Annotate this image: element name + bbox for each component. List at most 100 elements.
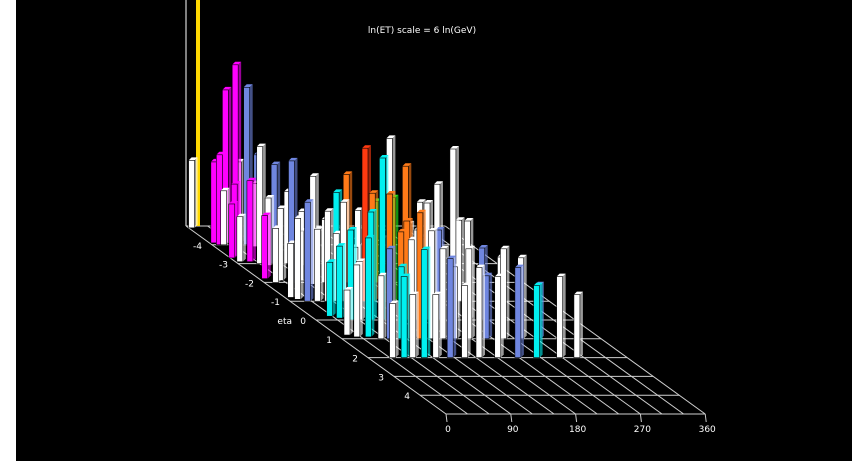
eta-tick-label: 4	[404, 392, 410, 402]
tower-front	[327, 262, 333, 316]
phi-tick-label: 180	[569, 425, 586, 435]
tower	[574, 292, 583, 358]
tower	[229, 201, 238, 258]
tower-side	[360, 262, 363, 337]
tower-side	[301, 215, 304, 299]
tower	[534, 283, 543, 358]
eta-tick-label: 2	[352, 355, 358, 365]
tower-side	[427, 247, 430, 358]
tower-side	[310, 199, 313, 301]
tower-front	[229, 204, 235, 258]
tower-side	[540, 283, 543, 358]
tower	[273, 225, 282, 282]
phi-tick-label: 90	[507, 425, 519, 435]
tower	[344, 287, 353, 335]
tower-front	[221, 191, 227, 245]
eta-tick-label: -4	[193, 242, 202, 252]
tower-front	[336, 246, 342, 318]
tower-front	[534, 286, 540, 358]
tower-side	[396, 301, 399, 358]
tower-front	[447, 259, 453, 358]
eta-tick-label: -3	[219, 261, 228, 271]
tower-front	[495, 277, 501, 358]
tower-side	[501, 274, 504, 358]
towers	[189, 62, 583, 358]
tower-side	[320, 226, 323, 301]
tower-front	[515, 268, 521, 358]
tower	[237, 214, 246, 262]
phi-tick-mark	[446, 414, 447, 422]
tower-side	[371, 235, 374, 337]
tower	[189, 157, 198, 228]
tower	[354, 262, 363, 337]
tower	[462, 283, 471, 358]
tower	[495, 274, 504, 358]
tower-side	[279, 225, 282, 282]
tower-side	[580, 292, 583, 358]
phi-tick-label: 270	[634, 425, 651, 435]
tower-front	[433, 295, 439, 358]
tower-front	[314, 229, 320, 301]
tower	[247, 178, 256, 262]
phi-tick-mark	[511, 414, 512, 422]
tower	[447, 256, 456, 358]
tower	[304, 199, 313, 301]
phi-tick-mark	[705, 414, 706, 422]
tower-side	[521, 265, 524, 358]
tower	[295, 215, 304, 299]
eta-axis-label: eta	[277, 317, 292, 327]
tower	[365, 235, 374, 337]
tower	[515, 265, 524, 358]
tower-side	[333, 259, 336, 316]
tower-side	[195, 157, 198, 228]
tower	[378, 273, 387, 339]
tower-side	[439, 292, 442, 358]
tower	[221, 188, 230, 245]
tower-side	[243, 214, 246, 262]
tower-front	[365, 238, 371, 337]
tower-front	[247, 181, 253, 262]
tower-front	[354, 265, 360, 337]
tower-side	[457, 264, 460, 339]
tower-front	[295, 218, 301, 299]
eta-tick-label: -1	[271, 298, 280, 308]
tower	[421, 247, 430, 358]
tower-side	[482, 265, 485, 358]
tower-side	[350, 287, 353, 335]
tower-side	[524, 255, 527, 339]
chart-title: ln(ET) scale = 6 ln(GeV)	[368, 26, 476, 36]
tower-front	[557, 277, 563, 358]
phi-tick-label: 360	[699, 425, 716, 435]
phi-tick-label: 0	[445, 425, 451, 435]
eta-tick-label: 3	[378, 373, 384, 383]
lego-plot: ln(ET) scale = 6 ln(GeV) -4 -3 -2 -1 0 1 2 3 4 et…	[16, 0, 852, 461]
eta-tick-label: 0	[300, 317, 306, 327]
phi-tick-mark	[576, 414, 577, 422]
tower-front	[189, 160, 195, 228]
tower-side	[416, 292, 419, 358]
tower-front	[378, 276, 384, 339]
tower-front	[262, 216, 268, 279]
tower-front	[344, 290, 350, 335]
tower	[476, 265, 485, 358]
tower	[557, 274, 566, 358]
tower-side	[489, 273, 492, 339]
tower-side	[563, 274, 566, 358]
tower	[390, 301, 399, 358]
tower	[262, 213, 271, 279]
tower	[410, 292, 419, 358]
tower-front	[574, 295, 580, 358]
tower-side	[453, 256, 456, 358]
tower-front	[476, 268, 482, 358]
tower-front	[273, 228, 279, 282]
tower-front	[421, 250, 427, 358]
tower-front	[237, 217, 243, 262]
eta-tick-label: -2	[245, 279, 254, 289]
tower-side	[253, 178, 256, 262]
tower-side	[472, 246, 475, 339]
tower-front	[410, 295, 416, 358]
tower	[314, 226, 323, 301]
phi-tick-mark	[640, 414, 641, 422]
lego-plot-svg: ln(ET) scale = 6 ln(GeV) -4-3-2-101234et…	[16, 0, 852, 461]
tower-side	[268, 213, 271, 279]
